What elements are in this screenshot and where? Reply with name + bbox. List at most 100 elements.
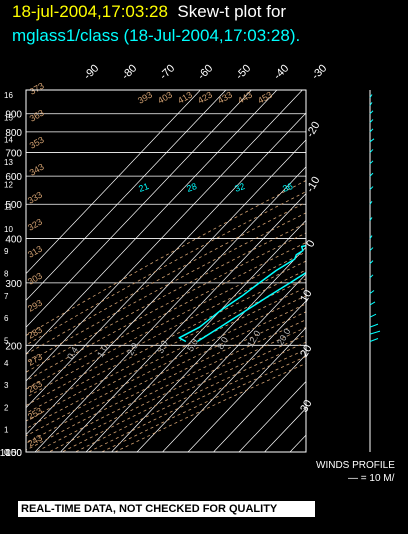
- height-tick-label: 7: [4, 292, 9, 301]
- right-temp-tick-label: 0: [304, 238, 317, 249]
- pressure-tick-label: 700: [5, 148, 22, 159]
- isotherm-line: [213, 354, 306, 452]
- height-tick-label: 12: [4, 180, 13, 189]
- isotherm-line: [85, 219, 306, 452]
- dry-adiabat-label: 433: [216, 90, 234, 106]
- moist-adiabat-label: 28: [185, 181, 198, 194]
- dry-adiabat: [26, 269, 306, 414]
- axes-layer: 1002003004005006007008009001050161514131…: [0, 62, 329, 459]
- dry-adiabat: [101, 356, 306, 452]
- mixing-ratio-group: [360, 90, 408, 204]
- moist-adiabat-label: 32: [233, 181, 246, 194]
- pressure-tick-label: 400: [5, 235, 22, 246]
- dry-adiabat: [26, 201, 306, 355]
- top-temp-tick-label: -60: [196, 62, 216, 82]
- top-temp-tick-label: -30: [310, 62, 330, 82]
- top-temp-tick-label: -50: [234, 62, 254, 82]
- wind-barb: [369, 338, 379, 342]
- pressure-tick-label: 600: [5, 172, 22, 183]
- pressure-tick-label: 300: [5, 279, 22, 290]
- height-tick-label: 8: [4, 270, 9, 279]
- dry-adiabat-label: 393: [136, 90, 154, 106]
- dry-adiabat: [114, 362, 306, 452]
- height-tick-label: 13: [4, 158, 13, 167]
- dry-adiabat: [26, 311, 306, 451]
- isotherm-line: [26, 90, 278, 355]
- height-tick-label: 1: [4, 426, 9, 435]
- height-tick-label: 10: [4, 225, 13, 234]
- isotherm-line: [34, 166, 306, 452]
- mixing-ratio-label: 0.4: [65, 345, 80, 361]
- height-tick-label: 6: [4, 314, 9, 323]
- mixing-ratio-label: 5.0: [185, 337, 200, 353]
- right-temp-tick-label: -20: [304, 120, 322, 140]
- height-tick-label: 4: [4, 359, 9, 368]
- wind-barb: [369, 274, 374, 279]
- height-tick-label: 3: [4, 381, 9, 390]
- wind-barb: [369, 200, 373, 205]
- isotherm-group: [26, 90, 408, 452]
- dry-adiabat: [88, 348, 306, 452]
- winds-scale-label: — = 10 M/: [348, 473, 395, 484]
- dry-adiabat-group: [26, 180, 306, 452]
- wind-barb: [369, 138, 375, 143]
- isotherm-line: [26, 90, 201, 275]
- right-temp-tick-label: -10: [304, 175, 322, 195]
- height-tick-label: 2: [4, 403, 9, 412]
- mixing-ratio-line: [385, 90, 408, 204]
- isotherm-line: [187, 327, 306, 452]
- wind-barb: [369, 102, 373, 106]
- mixing-ratio-label: 12.0: [245, 329, 262, 349]
- dry-adiabat: [48, 326, 306, 452]
- wind-barb: [369, 128, 374, 133]
- dry-adiabat-label: 363: [28, 108, 46, 124]
- dry-adiabat-label: 333: [26, 190, 44, 206]
- mixing-ratio-label: 3.0: [155, 339, 170, 355]
- trace-group: [178, 244, 306, 343]
- pressure-tick-label: 900: [5, 110, 22, 121]
- isotherm-line: [26, 90, 227, 301]
- moist-adiabat-label: 36: [281, 181, 294, 194]
- title-plot-label: Skew-t plot for: [177, 2, 287, 21]
- height-tick-label: 15: [4, 113, 13, 122]
- wind-barb: [369, 313, 377, 318]
- wind-barb: [369, 217, 373, 221]
- wind-barb: [369, 290, 375, 294]
- mixing-ratio-line: [360, 90, 408, 204]
- isotherm-line: [26, 90, 303, 382]
- dry-adiabat-label: 453: [256, 90, 274, 106]
- dry-adiabat-label: 253: [26, 406, 44, 422]
- dry-adiabat-label: 343: [28, 162, 46, 178]
- dry-adiabat: [26, 242, 306, 390]
- wind-barb: [369, 301, 376, 306]
- dry-adiabat: [35, 319, 306, 452]
- winds-layer: [369, 90, 381, 452]
- adiabat-layer: 0.4 1.0 2.0 3.0 5.0 8.0 12.0 20.024325326327328…: [26, 81, 408, 452]
- dry-adiabat: [26, 232, 306, 382]
- isotherm-line: [264, 407, 306, 452]
- dry-adiabat: [75, 341, 306, 452]
- dry-adiabat-label: 443: [236, 90, 254, 106]
- wind-barb: [369, 94, 373, 98]
- dry-adiabat-label: 263: [26, 379, 44, 395]
- dry-adiabat-label: 403: [156, 90, 174, 106]
- isotherm-line: [60, 193, 306, 452]
- plot-frame: [25, 89, 307, 453]
- dry-adiabat-label: 353: [28, 135, 46, 151]
- right-temp-tick-label: 20: [298, 343, 315, 360]
- dry-adiabat: [26, 295, 306, 437]
- dewpoint-trace: [178, 244, 306, 343]
- top-temp-tick-label: -40: [272, 62, 292, 82]
- trace-layer: [178, 244, 306, 343]
- isotherm-line: [316, 90, 408, 452]
- wind-barb: [369, 110, 374, 115]
- title-line: 18-jul-2004,17:03:28 Skew-t plot for: [12, 2, 286, 22]
- grid-layer: [26, 90, 408, 453]
- moist-adiabat-label: 21: [137, 181, 150, 194]
- wind-barb: [369, 235, 373, 239]
- subtitle: mglass1/class (18-Jul-2004,17:03:28).: [12, 26, 301, 45]
- dry-adiabat-label: 413: [176, 90, 194, 106]
- wind-barb: [369, 330, 381, 335]
- height-tick-label: 14: [4, 136, 13, 145]
- isotherm-line: [26, 139, 306, 436]
